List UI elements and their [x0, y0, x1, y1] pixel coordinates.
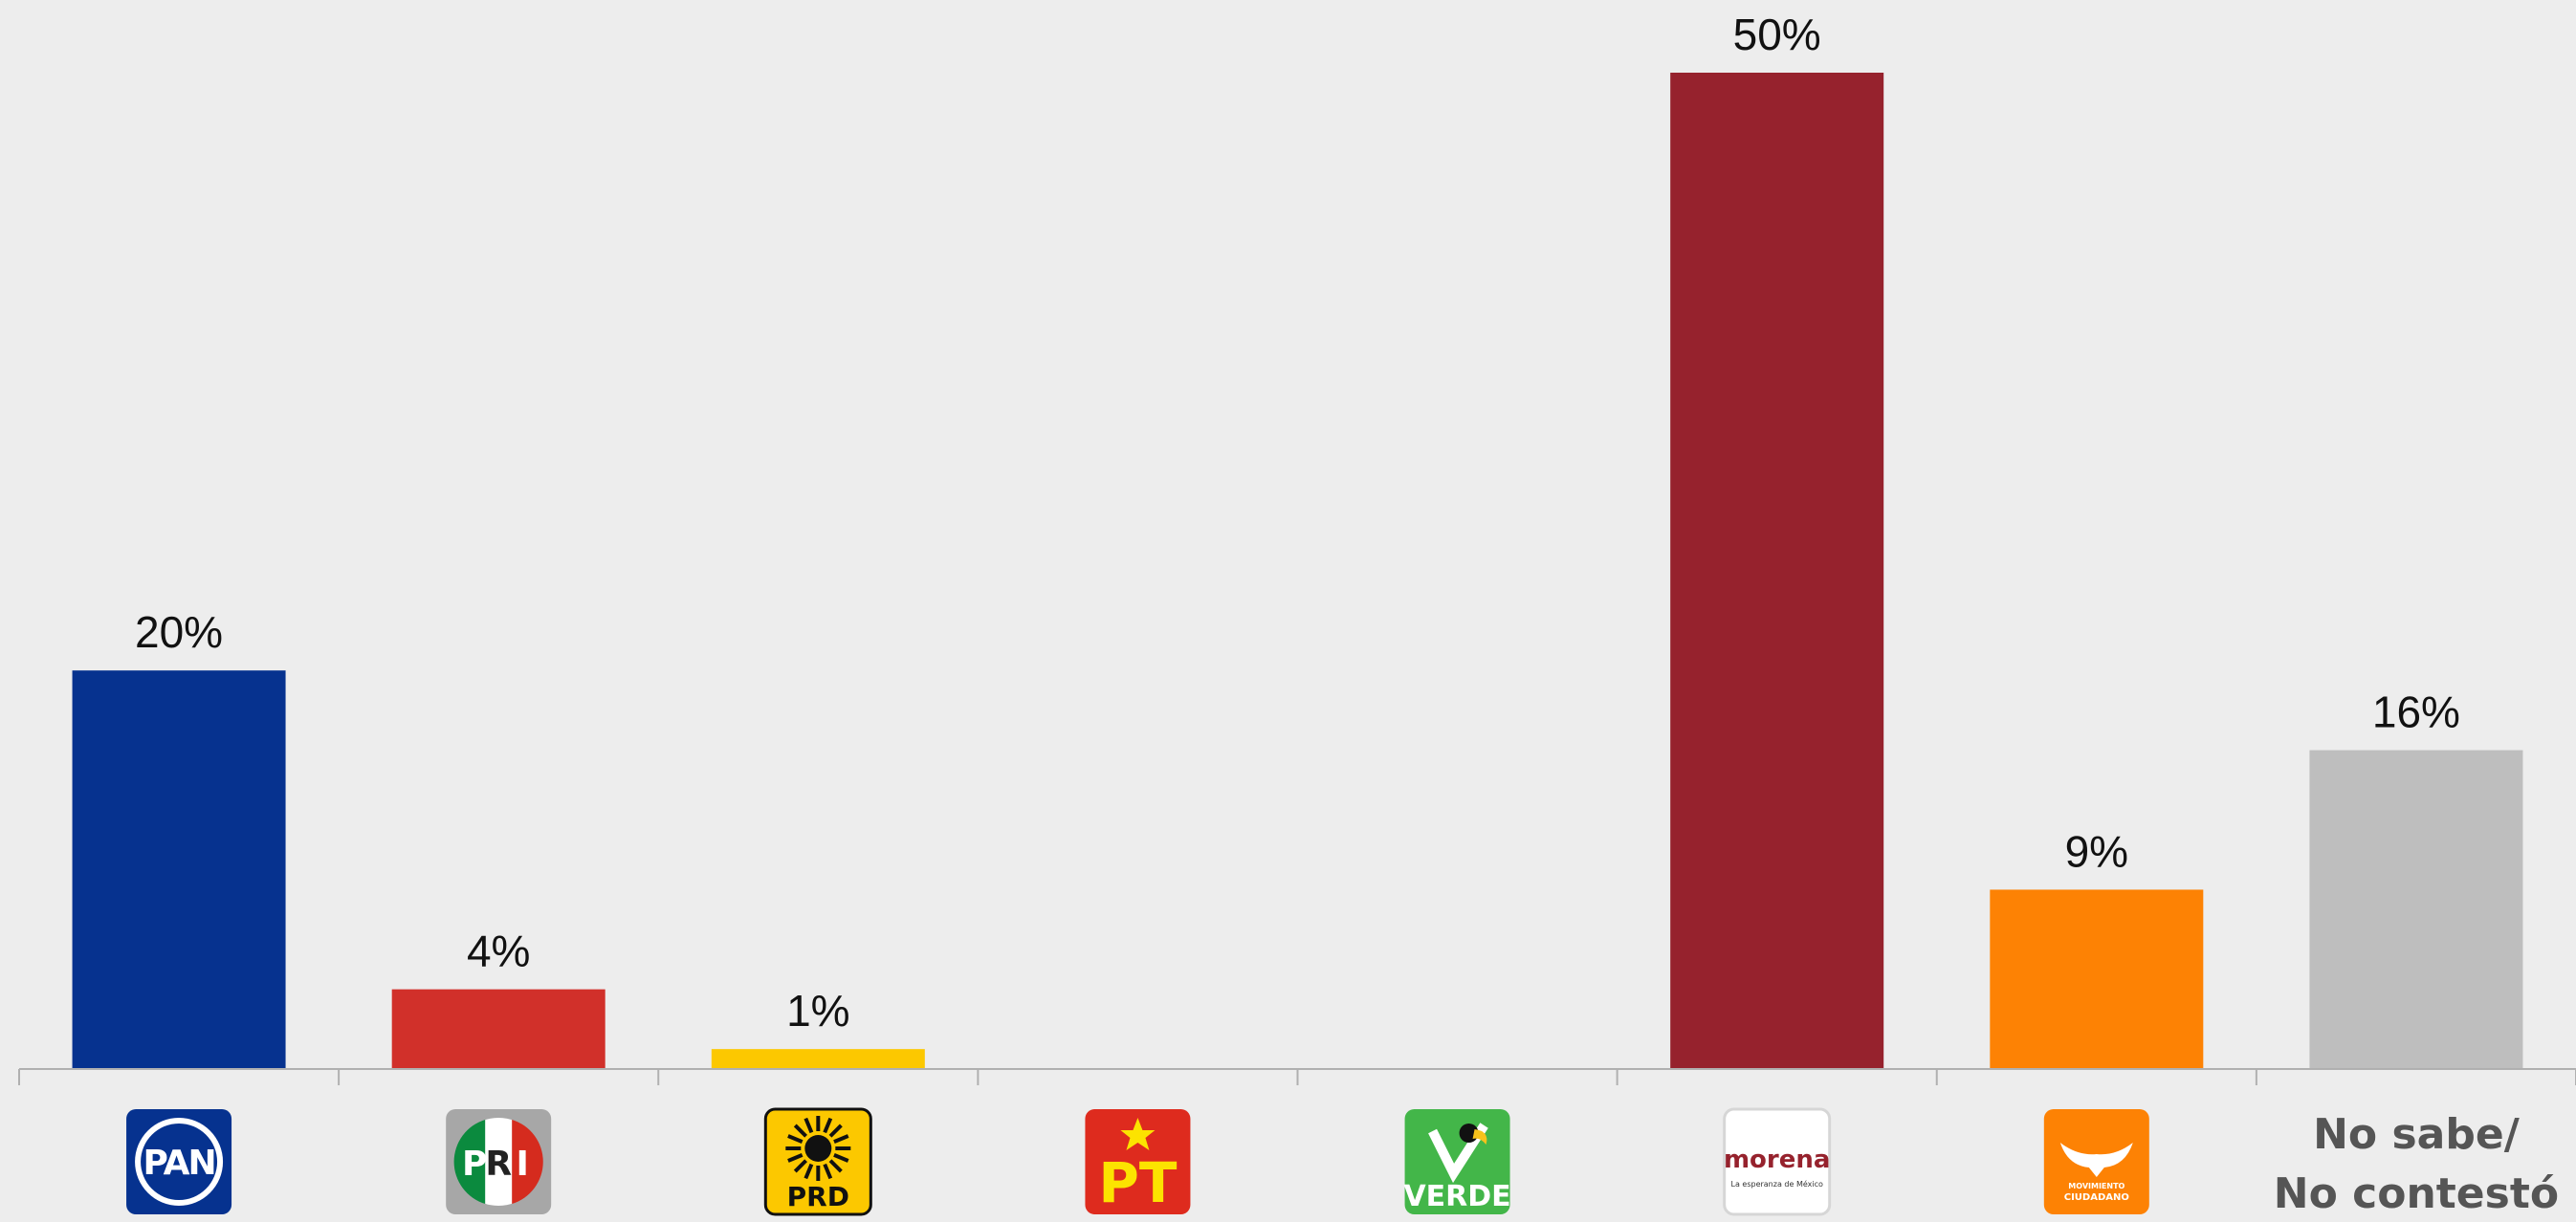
category-label-pt: PT — [1085, 1109, 1191, 1215]
bar-prd — [711, 1049, 925, 1069]
value-label-pri: 4% — [467, 927, 530, 976]
bars-group — [72, 73, 2523, 1069]
svg-text:VERDE: VERDE — [1403, 1180, 1510, 1213]
category-label-morena: morena La esperanza de México — [1723, 1107, 1832, 1216]
bar-movimiento-ciudadano — [1990, 889, 2204, 1069]
prd-logo: PRD — [763, 1107, 872, 1216]
value-label-no-sabe-no-contesto: 16% — [2372, 687, 2460, 737]
svg-text:P: P — [462, 1145, 487, 1184]
value-label-morena: 50% — [1733, 10, 1821, 59]
movimiento-ciudadano-logo: MOVIMIENTO CIUDADANO — [2043, 1109, 2149, 1214]
value-label-prd: 1% — [786, 986, 849, 1036]
svg-text:La esperanza de México: La esperanza de México — [1731, 1179, 1823, 1189]
x-axis — [18, 1068, 2576, 1085]
category-label-pri: PR I — [446, 1109, 552, 1214]
pri-logo: PR I — [446, 1109, 552, 1214]
value-label-movimiento-ciudadano: 9% — [2065, 826, 2128, 876]
pan-logo: PAN — [126, 1109, 232, 1214]
category-labels-group: PAN PR I PRD PT VERDE morena La esperanza de Mé… — [126, 1107, 2559, 1218]
bar-morena — [1670, 73, 1884, 1069]
verde-logo: VERDE — [1403, 1109, 1511, 1214]
category-text-line: No sabe/ — [2313, 1110, 2521, 1159]
pt-logo: PT — [1085, 1109, 1191, 1215]
morena-logo: morena La esperanza de México — [1723, 1107, 1832, 1216]
value-labels-group: 20% 4% 1% 50% 9% 16% — [135, 10, 2460, 1036]
bar-pri — [391, 989, 605, 1069]
category-label-prd: PRD — [763, 1107, 872, 1216]
bar-pan — [72, 670, 286, 1069]
svg-text:PAN: PAN — [143, 1144, 215, 1183]
category-label-movimiento-ciudadano: MOVIMIENTO CIUDADANO — [2043, 1109, 2149, 1214]
bar-no-sabe-no-contesto — [2309, 750, 2523, 1069]
category-label-pan: PAN — [126, 1109, 232, 1214]
svg-text:CIUDADANO: CIUDADANO — [2064, 1192, 2129, 1203]
category-label-verde: VERDE — [1403, 1109, 1511, 1214]
svg-text:I: I — [516, 1145, 528, 1184]
category-text-line: No contestó — [2274, 1169, 2559, 1218]
category-label-no-sabe-no-contesto: No sabe/No contestó — [2274, 1110, 2559, 1218]
svg-text:MOVIMIENTO: MOVIMIENTO — [2068, 1182, 2125, 1190]
svg-text:R: R — [485, 1145, 512, 1184]
svg-text:PT: PT — [1098, 1150, 1178, 1215]
svg-text:PRD: PRD — [787, 1181, 849, 1212]
svg-text:morena: morena — [1724, 1146, 1830, 1174]
value-label-pan: 20% — [135, 607, 223, 657]
